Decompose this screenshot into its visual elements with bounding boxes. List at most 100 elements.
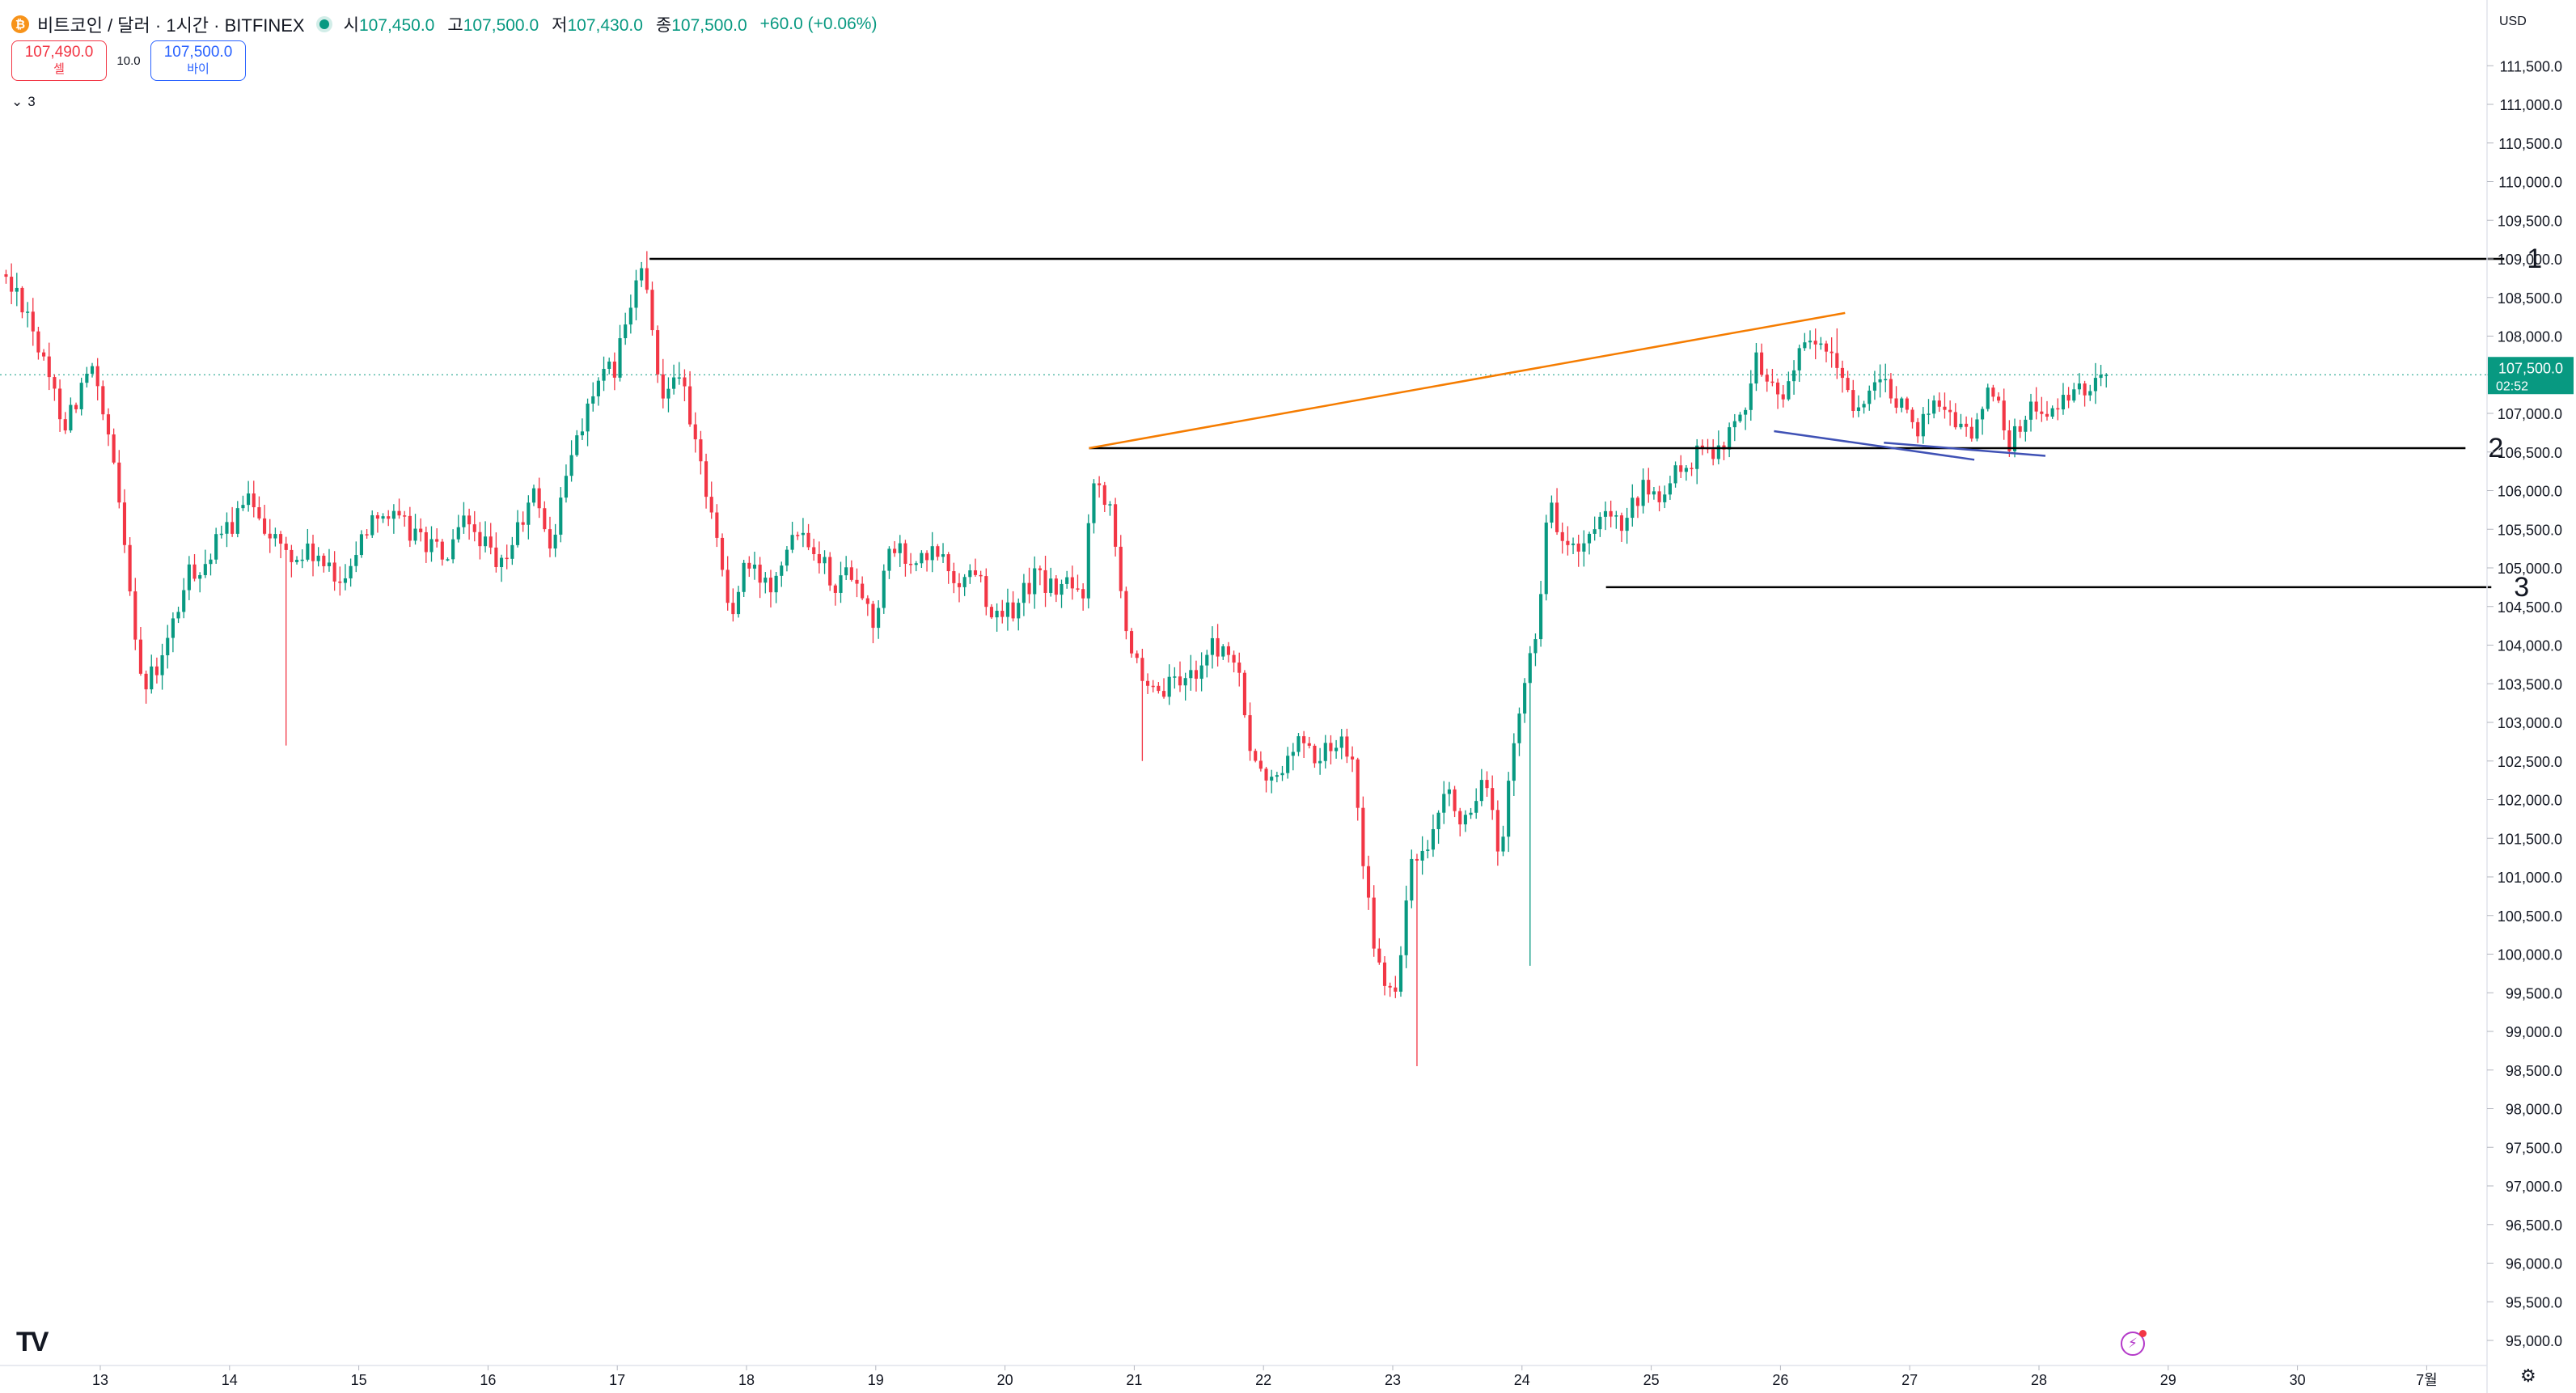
gear-icon[interactable]: ⚙ (2520, 1365, 2536, 1386)
candle (57, 379, 62, 432)
candle (1038, 565, 1042, 586)
candle (1544, 514, 1548, 601)
candle (2002, 388, 2006, 440)
tradingview-logo[interactable]: TV (16, 1327, 49, 1357)
candle (1463, 810, 1467, 832)
candle (607, 358, 611, 375)
price-tick-label: 108,500.0 (2498, 290, 2562, 307)
buy-button[interactable]: 107,500.0 바이 (150, 40, 246, 81)
candle (602, 356, 606, 392)
candle (1022, 574, 1026, 616)
candle (1829, 337, 1834, 368)
candle (1711, 438, 1715, 466)
candle (887, 546, 891, 579)
candle (1582, 530, 1586, 567)
candle (187, 556, 191, 600)
candle (806, 523, 810, 551)
candle (1157, 682, 1161, 694)
candle (252, 481, 256, 518)
candle (53, 374, 57, 401)
candle (704, 453, 709, 509)
candle (322, 553, 326, 573)
time-tick-label: 23 (1385, 1372, 1401, 1388)
candle (693, 412, 697, 453)
candle (2050, 405, 2054, 419)
candle (672, 364, 676, 395)
candle (677, 362, 681, 385)
candle (1927, 399, 1931, 425)
candle (645, 251, 649, 294)
candle (387, 510, 391, 527)
candle (1436, 810, 1440, 845)
candle (484, 521, 488, 553)
candle (1194, 660, 1199, 692)
orange-trendline[interactable] (1089, 311, 1846, 450)
last-price-value: 107,500.0 (2498, 360, 2563, 376)
symbol-title[interactable]: 비트코인 / 달러 · 1시간 · BITFINEX (37, 15, 305, 36)
indicators-toggle[interactable]: ⌄ 3 (11, 94, 36, 110)
candle (1145, 673, 1150, 694)
ohlc-low: 저107,430.0 (552, 16, 643, 35)
candle (1017, 598, 1021, 631)
candle (112, 428, 116, 465)
candle (575, 430, 579, 457)
candle (171, 612, 175, 653)
lightning-icon[interactable]: ⚡ (2121, 1330, 2147, 1356)
candle (1851, 379, 1855, 418)
candle (1835, 328, 1839, 379)
candle (241, 495, 245, 511)
price-tick-label: 110,500.0 (2498, 136, 2562, 152)
candle (833, 583, 837, 606)
candle (2066, 387, 2071, 409)
price-axis[interactable]: 95,000.0 95,500.0 96,000.0 96,500.0 97,000.0… (2487, 58, 2562, 1349)
currency-label[interactable]: USD (2499, 15, 2527, 28)
candle (527, 495, 531, 540)
candle (1275, 772, 1279, 783)
candle (332, 551, 336, 591)
candle (1086, 514, 1090, 609)
candle (1491, 775, 1495, 820)
drawing-tools[interactable]: 1 2 3 (649, 243, 2542, 603)
candle (898, 535, 902, 567)
candle (150, 654, 154, 694)
candle (1781, 385, 1785, 408)
candle (930, 531, 934, 573)
price-tick-label: 111,000.0 (2500, 97, 2562, 113)
candle (1248, 702, 1252, 761)
candle (1119, 535, 1123, 599)
candle (1216, 624, 1220, 667)
time-axis[interactable]: 13 14 15 16 17 18 19 20 21 22 23 24 25 26 27 28 29 30 7월 (92, 1365, 2438, 1388)
blue-trendline-2[interactable] (1884, 442, 2046, 457)
candle (515, 510, 520, 548)
candle (1232, 650, 1236, 673)
sell-button[interactable]: 107,490.0 셀 (11, 40, 107, 81)
candle (1840, 360, 1845, 393)
time-tick-label: 7월 (2416, 1372, 2438, 1388)
candle (2007, 420, 2011, 457)
candle (1178, 661, 1182, 692)
price-tick-label: 102,500.0 (2498, 754, 2562, 770)
time-tick-label: 21 (1126, 1372, 1142, 1388)
candle (300, 549, 304, 569)
candle (413, 514, 417, 545)
candle (1372, 885, 1376, 957)
candle (472, 510, 476, 542)
blue-trendline-1[interactable] (1774, 430, 1975, 461)
candle (1953, 403, 1957, 430)
candle (1959, 413, 1963, 430)
candle (656, 325, 660, 383)
candle (90, 362, 95, 378)
candle (176, 606, 180, 624)
candle (505, 544, 509, 569)
spread-value: 10.0 (116, 53, 141, 68)
candle (720, 533, 725, 577)
candle (1005, 588, 1009, 631)
candle (1474, 788, 1478, 819)
candle (1108, 501, 1112, 516)
candle (36, 326, 40, 360)
candle (1307, 736, 1311, 749)
sell-label: 셀 (53, 62, 65, 76)
candle (989, 603, 994, 620)
candle (812, 538, 816, 561)
